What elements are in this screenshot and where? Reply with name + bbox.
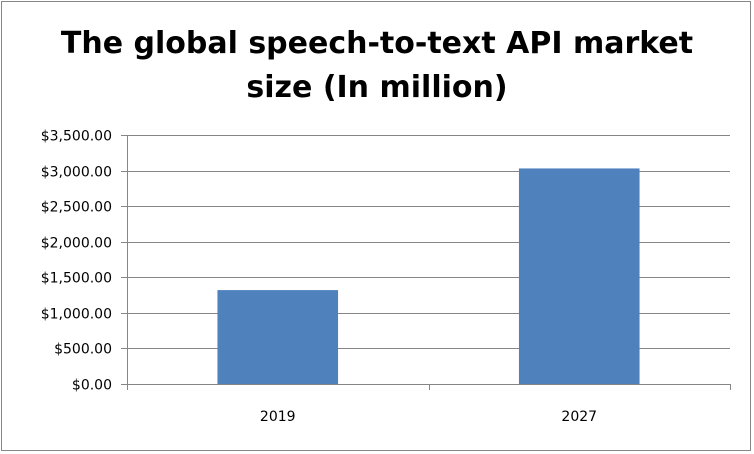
bar-2019 <box>217 290 339 384</box>
y-axis-tick-label: $3,000.00 <box>41 165 112 181</box>
x-axis-tick-labels: 2019 2027 <box>260 409 597 425</box>
y-axis-tick-label: $3,500.00 <box>41 129 112 145</box>
y-axis-tick-label: $0.00 <box>72 378 112 394</box>
bar-2027 <box>518 168 640 384</box>
chart-title-line-1: The global speech-to-text API market <box>60 26 694 61</box>
chart-title-line-2: size (In million) <box>246 70 508 105</box>
chart-title: The global speech-to-text API market siz… <box>0 22 754 110</box>
y-axis-tick-labels: $0.00 $500.00 $1,000.00 $1,500.00 $2,000.00 $… <box>41 129 112 394</box>
y-axis-tick-label: $2,000.00 <box>41 236 112 252</box>
x-axis-tick-label: 2019 <box>260 409 296 425</box>
y-axis-tick-label: $2,500.00 <box>41 200 112 216</box>
bars <box>217 168 640 384</box>
y-axis-tick-label: $500.00 <box>54 342 112 358</box>
axes <box>121 135 731 390</box>
x-axis-tick-label: 2027 <box>561 409 597 425</box>
y-axis-tick-label: $1,000.00 <box>41 307 112 323</box>
y-axis-tick-label: $1,500.00 <box>41 271 112 287</box>
